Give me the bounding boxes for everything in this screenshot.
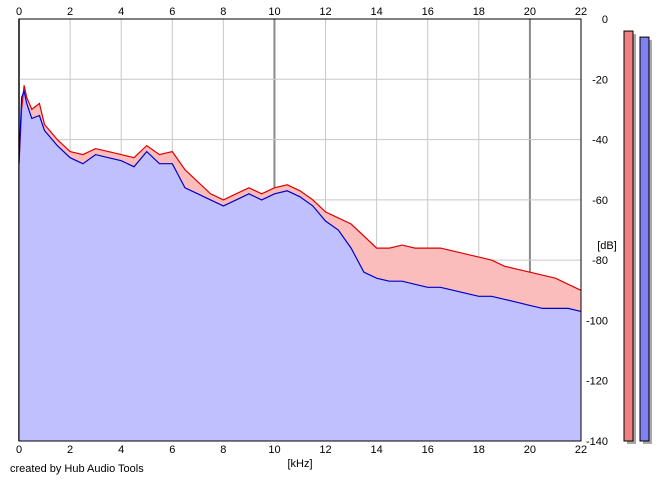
x-tick-label-bottom: 6 (169, 444, 175, 456)
x-tick-label-top: 4 (118, 6, 124, 18)
x-tick-label-bottom: 2 (67, 444, 73, 456)
spectrum-lines (18, 85, 582, 312)
x-tick-label-top: 16 (422, 6, 434, 18)
credit-text: created by Hub Audio Tools (10, 463, 144, 475)
y-tick-label: -120 (586, 376, 608, 388)
x-tick-label-bottom: 18 (473, 444, 485, 456)
series-line-0 (18, 85, 582, 291)
y-tick-label: -100 (586, 315, 608, 327)
series-line-1 (18, 89, 582, 312)
y-tick-labels: 0 -20 -40 -60 -80 -100 -120 -140 (586, 14, 608, 448)
level-meters (623, 30, 652, 445)
x-tick-label-top: 20 (524, 6, 536, 18)
y-tick-label: -60 (592, 195, 608, 207)
x-tick-label-bottom: 14 (371, 444, 383, 456)
x-tick-label-bottom: 10 (268, 444, 280, 456)
y-tick-label: -140 (586, 436, 608, 448)
x-tick-label-top: 12 (319, 6, 331, 18)
x-tick-label-top: 2 (67, 6, 73, 18)
series-area-1 (19, 91, 581, 442)
x-tick-label-top: 0 (16, 6, 22, 18)
x-axis-label: [kHz] (287, 458, 312, 470)
x-tick-label-bottom: 0 (16, 444, 22, 456)
level-meter-1 (639, 36, 650, 442)
plot-frame (18, 18, 582, 442)
x-tick-label-top: 18 (473, 6, 485, 18)
y-axis-label: [dB] (597, 240, 617, 252)
spectrum-areas (19, 85, 581, 442)
x-tick-label-top: 14 (371, 6, 383, 18)
y-tick-label: -20 (592, 74, 608, 86)
x-tick-label-top: 10 (268, 6, 280, 18)
y-tick-label: -40 (592, 135, 608, 147)
x-tick-label-bottom: 4 (118, 444, 124, 456)
x-tick-label-top: 6 (169, 6, 175, 18)
x-tick-label-bottom: 16 (422, 444, 434, 456)
y-tick-label: 0 (602, 14, 608, 26)
x-tick-label-top: 8 (220, 6, 226, 18)
y-tick-label: -80 (592, 255, 608, 267)
level-meter-0 (623, 30, 634, 442)
x-tick-label-bottom: 8 (220, 444, 226, 456)
x-tick-label-bottom: 12 (319, 444, 331, 456)
x-tick-label-top: 22 (575, 6, 587, 18)
x-tick-label-bottom: 20 (524, 444, 536, 456)
x-tick-label-bottom: 22 (575, 444, 587, 456)
